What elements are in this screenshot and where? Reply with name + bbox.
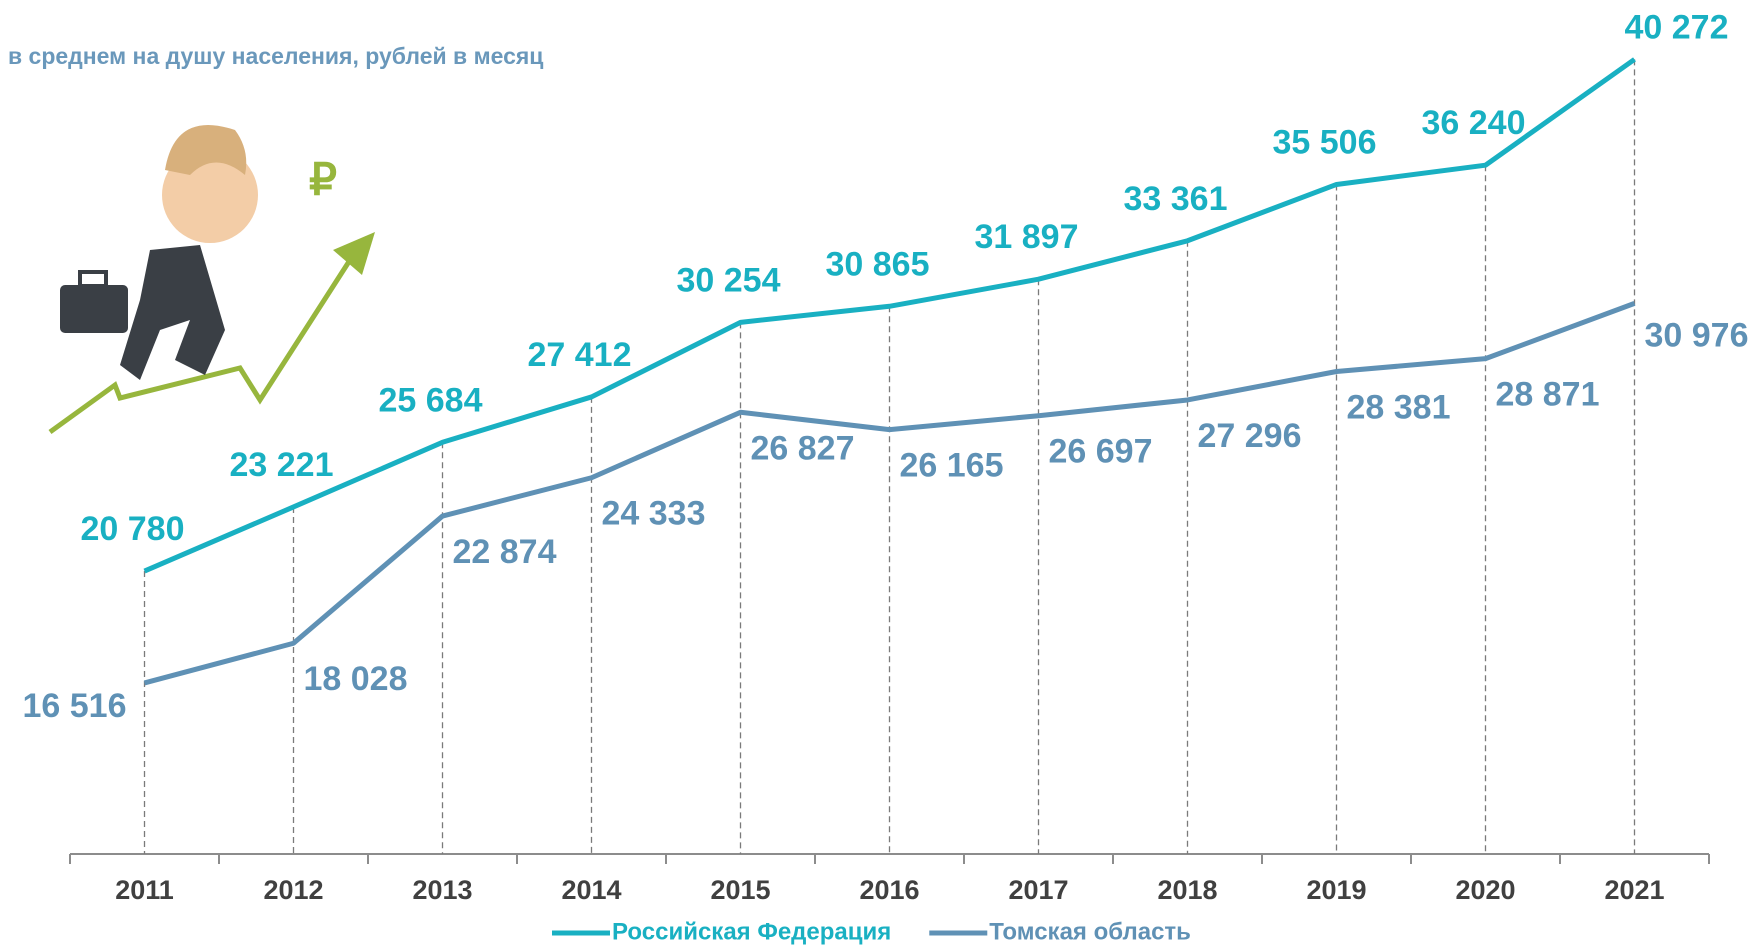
data-label: 33 361 [1124,180,1228,218]
x-tick-label: 2018 [1157,875,1217,905]
chart: в среднем на душу населения, рублей в ме… [0,0,1763,947]
x-tick-label: 2021 [1604,875,1664,905]
data-label: 16 516 [23,687,127,725]
data-label: 40 272 [1625,8,1729,46]
data-label: 28 381 [1347,388,1451,426]
x-tick-label: 2019 [1306,875,1366,905]
x-tick-label: 2013 [412,875,472,905]
data-label: 18 028 [304,660,408,698]
data-label: 27 412 [528,336,632,374]
legend-label: Томская область [989,918,1191,945]
currency-annotation: ₽ [309,156,337,205]
data-label: 35 506 [1273,123,1377,161]
data-label: 30 976 [1645,316,1749,354]
data-label: 26 697 [1049,433,1153,471]
data-label: 24 333 [602,495,706,533]
data-label: 30 254 [677,261,781,299]
chart-subtitle: в среднем на душу населения, рублей в ме… [8,43,543,69]
x-tick-label: 2016 [859,875,919,905]
data-label: 23 221 [230,446,334,484]
data-label: 20 780 [81,510,185,548]
data-label: 27 296 [1198,417,1302,455]
x-tick-label: 2020 [1455,875,1515,905]
x-tick-label: 2012 [263,875,323,905]
data-label: 30 865 [826,245,930,283]
x-tick-label: 2011 [115,875,174,905]
data-label: 36 240 [1422,104,1526,142]
data-label: 26 165 [900,447,1004,485]
data-label: 28 871 [1496,376,1600,414]
data-label: 26 827 [751,429,855,467]
x-tick-label: 2014 [561,875,621,905]
data-label: 25 684 [379,381,483,419]
x-tick-label: 2017 [1008,875,1068,905]
data-label: 31 897 [975,218,1079,256]
x-tick-label: 2015 [710,875,770,905]
series-line [145,59,1635,571]
legend-label: Российская Федерация [612,918,891,945]
data-label: 22 874 [453,533,557,571]
